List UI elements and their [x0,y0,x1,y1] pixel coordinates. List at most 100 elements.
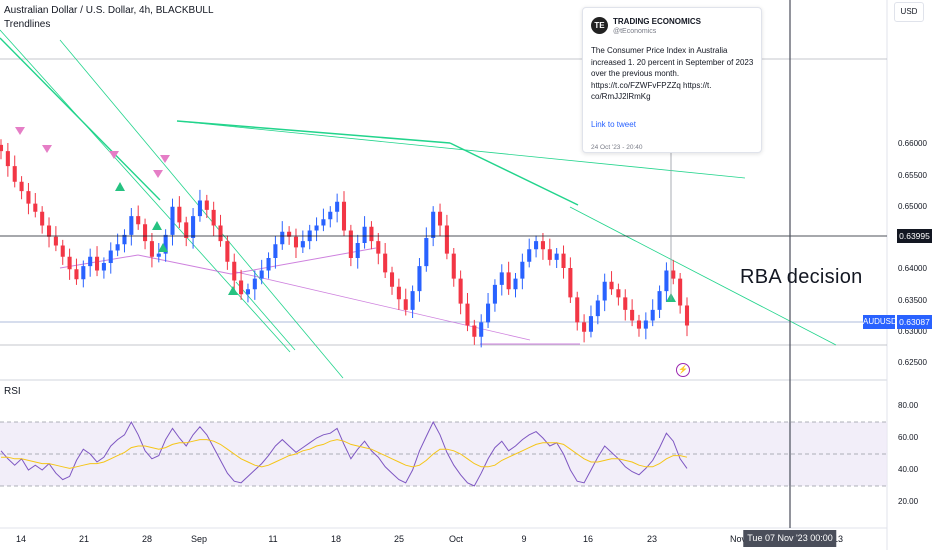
candle-body [314,225,319,231]
rba-annotation[interactable]: RBA decision [740,266,863,288]
candle-body [184,222,189,238]
candle-body [136,216,141,225]
candle-body [643,320,648,329]
time-tick-label: 11 [268,534,278,544]
trendline-green [0,29,291,353]
candle-body [684,305,690,326]
time-tick-label: Oct [448,534,464,544]
price-tick-label: 0.62500 [898,358,927,367]
candle-body [664,270,669,292]
candles [0,139,690,348]
candle-body [458,278,463,304]
rsi-line [0,420,688,487]
candle-body [396,286,401,300]
candle-body [671,270,676,279]
signal-markers [15,127,676,302]
last-price-tag: 0.63087 [897,315,932,329]
candle-body [60,245,65,257]
buy-signal-marker [158,243,168,252]
candle-body [218,225,223,242]
candle-body [479,322,484,337]
symbol-tag: AUDUSD [863,315,897,329]
price-tick-label: 0.65500 [898,170,927,180]
candle-body [143,224,148,242]
candle-body [609,281,614,290]
candle-body [177,206,182,223]
candle-body [88,256,93,267]
time-tick-label: 16 [582,534,594,544]
candle-body [239,280,244,295]
trendline-green [176,120,451,144]
candle-body [630,309,635,321]
candle-body [191,216,196,238]
lightning-icon[interactable]: ⚡ [676,363,690,377]
candle-body [0,144,4,152]
candle-body [108,250,113,263]
time-tick-label: 14 [15,534,27,544]
candle-body [383,253,388,273]
candle-body [444,225,449,254]
candle-body [12,166,17,182]
buy-signal-marker [228,286,238,295]
trendline-green [176,120,746,179]
candle-body [225,241,230,262]
buy-signal-marker [152,221,162,230]
candle-body [122,234,127,245]
rsi-label[interactable]: RSI [4,386,21,397]
candle-body [389,272,395,287]
candle-body [575,297,580,323]
candle-body [252,278,257,290]
candle-body [328,211,333,220]
candle-body [287,231,292,237]
candle-body [657,291,662,310]
candle-body [197,200,202,217]
currency-button[interactable]: USD [894,2,924,22]
candle-body [266,258,271,271]
time-tick-label: Sep [190,534,208,544]
tweet-link[interactable]: Link to tweet [591,120,636,129]
candle-body [341,201,347,231]
candle-body [115,244,120,251]
trendline-green [569,206,837,346]
price-tick-label: 0.63500 [898,295,927,305]
candle-body [417,266,422,292]
candle-body [5,151,10,167]
candle-body [547,249,552,260]
candle-body [540,241,545,250]
tweet-handle: @tEconomics [613,28,657,35]
candle-body [163,234,168,254]
candle-body [369,226,374,242]
crosshair-price-tag: 0.63995 [897,229,932,243]
candle-body [492,284,497,304]
price-tick-label: 0.65000 [898,201,927,211]
candle-body [101,263,106,271]
tweet-author: TRADING ECONOMICS [613,17,701,26]
candle-body [472,325,477,337]
candle-body [636,320,642,329]
candle-body [273,244,278,258]
candle-body [67,256,72,270]
candle-body [438,211,443,226]
rsi-ma-line [1,439,688,469]
candle-body [300,241,305,248]
candle-body [129,216,134,235]
indicator-label[interactable]: Trendlines [4,19,51,30]
time-tick-label: 21 [78,534,90,544]
candle-body [650,309,655,321]
time-tick-label: 9 [521,534,527,544]
candle-body [678,278,683,306]
tweet-date: 24 Oct '23 - 20:40 [591,144,643,151]
candle-body [245,289,250,295]
candle-body [602,281,607,301]
sell-signal-marker [160,155,170,163]
tweet-card[interactable]: TE TRADING ECONOMICS @tEconomics The Con… [582,7,762,153]
candle-body [410,291,415,310]
candle-body [26,191,31,204]
candle-body [74,269,79,280]
candle-body [520,261,525,279]
candle-body [355,243,360,258]
trendline-green [235,281,296,351]
price-tick-label: 0.63000 [898,326,927,336]
candle-body [561,253,566,268]
